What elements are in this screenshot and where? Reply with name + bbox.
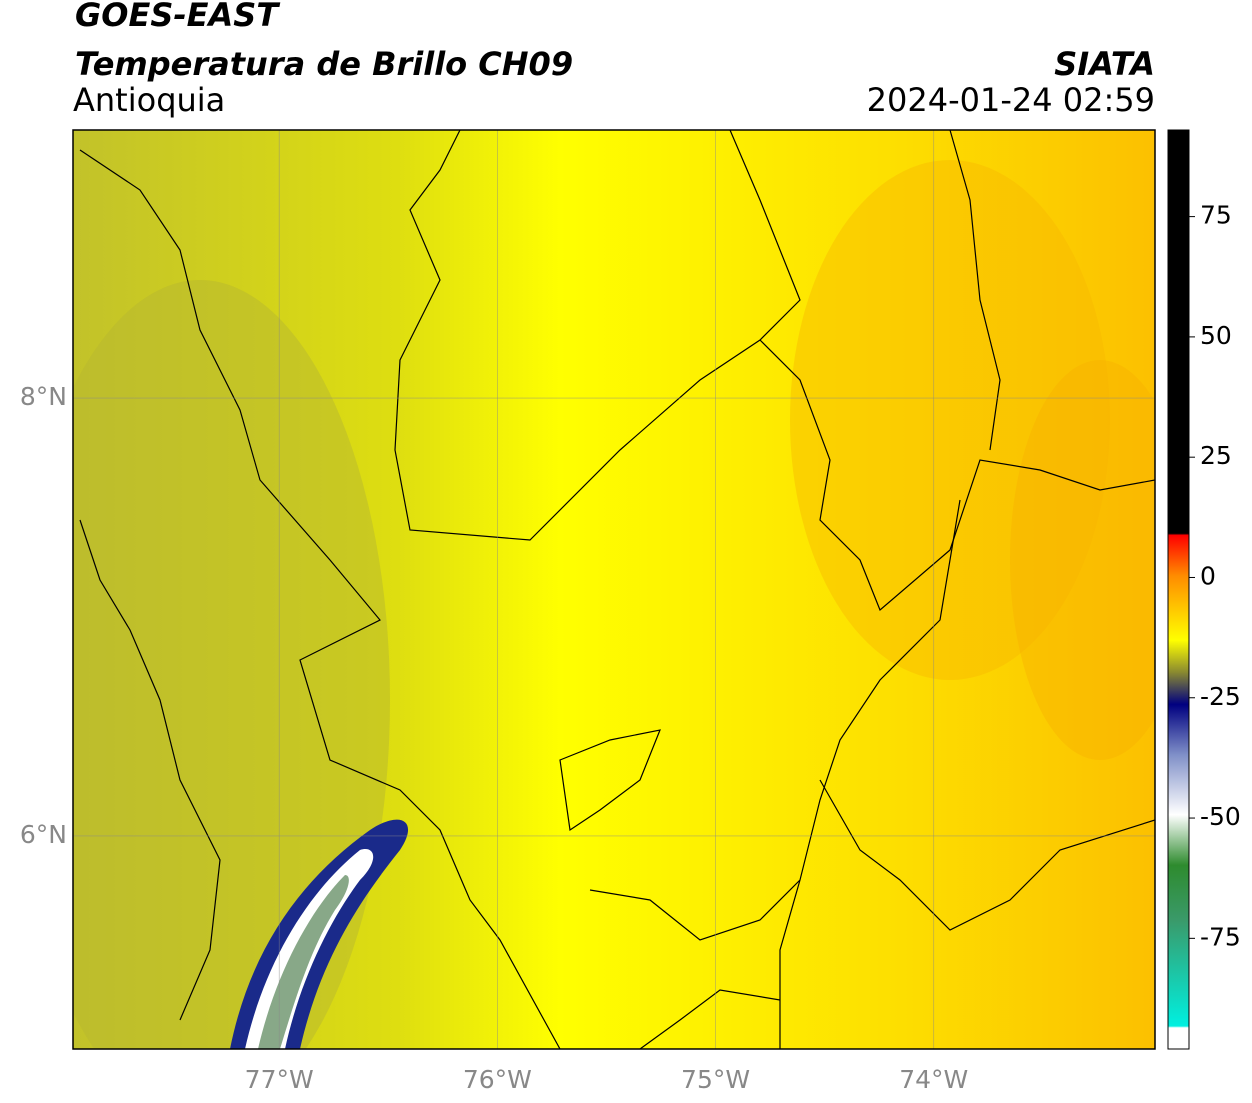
source: SIATA: [1054, 45, 1155, 83]
datetime: 2024-01-24 02:59: [867, 81, 1155, 119]
colorbar: [1167, 129, 1190, 1050]
colorbar-tick-label: 50: [1200, 321, 1232, 350]
colorbar-tick-label: -25: [1200, 682, 1241, 711]
title: GOES-EAST: [75, 0, 280, 34]
colorbar-tick-label: -75: [1200, 922, 1241, 951]
grid: [73, 130, 1155, 1049]
map-frame: [72, 129, 1156, 1050]
colorbar-tick-label: 25: [1200, 441, 1232, 470]
colorbar-tick-label: 0: [1200, 561, 1216, 590]
y-tick-label: 8°N: [20, 382, 67, 411]
x-tick-label: 75°W: [681, 1065, 750, 1094]
x-tick-label: 77°W: [245, 1065, 314, 1094]
y-tick-label: 6°N: [20, 820, 67, 849]
map-image: [73, 130, 1155, 1049]
colorbar-tick-label: -50: [1200, 802, 1241, 831]
subtitle: Temperatura de Brillo CH09: [75, 45, 573, 83]
colorbar-tick-label: 75: [1200, 201, 1232, 230]
region: Antioquia: [73, 81, 225, 119]
x-tick-label: 76°W: [463, 1065, 532, 1094]
x-tick-label: 74°W: [899, 1065, 968, 1094]
